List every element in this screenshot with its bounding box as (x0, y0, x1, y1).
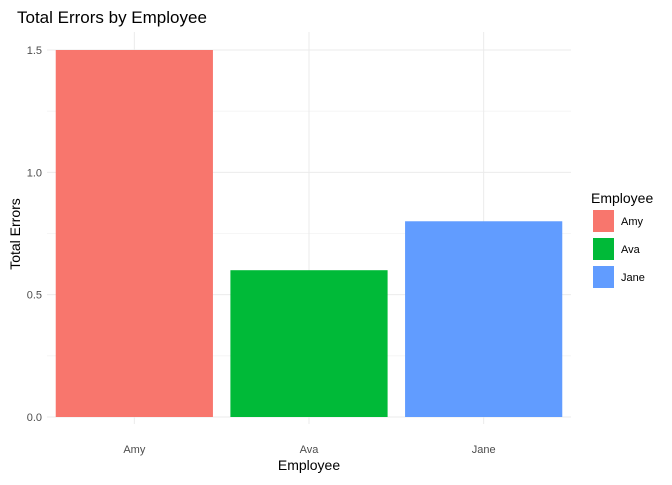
legend-key-amy (593, 210, 614, 232)
x-axis-title: Employee (278, 457, 340, 473)
bar-ava (230, 270, 388, 417)
legend-label-jane: Jane (621, 272, 645, 284)
x-axis-tick-labels: Amy Ava Jane (123, 444, 495, 456)
y-axis-title: Total Errors (7, 198, 23, 270)
y-tick-label: 1.0 (27, 167, 42, 179)
y-tick-label: 0.0 (27, 412, 42, 424)
legend: Employee Amy Ava Jane (591, 190, 653, 288)
y-tick-label: 1.5 (27, 45, 42, 57)
legend-title: Employee (591, 190, 653, 206)
legend-key-ava (593, 238, 614, 260)
legend-items: Amy Ava Jane (593, 210, 645, 288)
bars (55, 50, 563, 417)
x-tick-label: Jane (472, 444, 496, 456)
bar-jane (405, 221, 563, 417)
y-axis-tick-labels: 0.0 0.5 1.0 1.5 (27, 45, 42, 424)
y-tick-label: 0.5 (27, 290, 42, 302)
legend-key-jane (593, 266, 614, 288)
legend-label-ava: Ava (621, 244, 641, 256)
x-tick-label: Amy (123, 444, 146, 456)
x-tick-label: Ava (300, 444, 320, 456)
legend-label-amy: Amy (621, 216, 644, 228)
bar-amy (55, 50, 213, 417)
chart-title: Total Errors by Employee (17, 8, 207, 27)
